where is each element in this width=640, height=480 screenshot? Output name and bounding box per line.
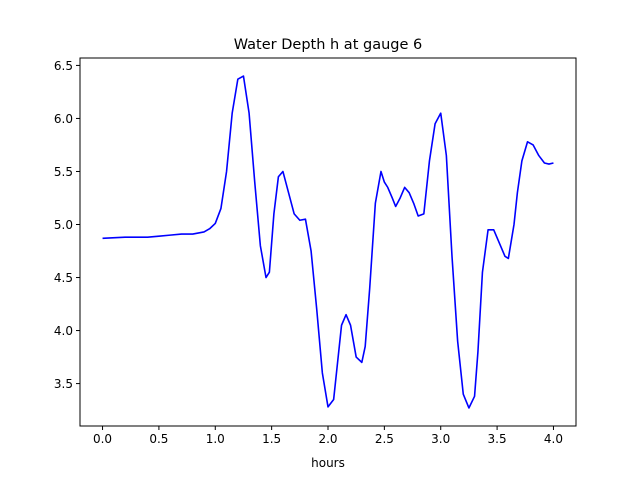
y-tick-label: 3.5 <box>54 377 73 391</box>
y-tick-label: 4.5 <box>54 271 73 285</box>
series-line-0 <box>102 75 554 409</box>
x-tick-label: 3.0 <box>431 432 450 446</box>
y-tick-label: 6.5 <box>54 59 73 73</box>
plot-area <box>102 75 554 409</box>
x-tick-label: 0.0 <box>93 432 112 446</box>
y-tick-label: 6.0 <box>54 112 73 126</box>
x-tick-label: 1.5 <box>262 432 281 446</box>
x-tick-label: 2.0 <box>318 432 337 446</box>
y-tick-label: 5.5 <box>54 165 73 179</box>
chart-title: Water Depth h at gauge 6 <box>234 37 422 53</box>
x-tick-label: 2.5 <box>375 432 394 446</box>
x-tick-label: 4.0 <box>544 432 563 446</box>
y-tick-label: 4.0 <box>54 324 73 338</box>
x-tick-label: 3.5 <box>488 432 507 446</box>
y-axis: 3.5 4.0 4.5 5.0 5.5 6.0 6.5 <box>54 59 80 391</box>
x-axis-label: hours <box>311 456 345 470</box>
x-tick-label: 1.0 <box>206 432 225 446</box>
y-tick-label: 5.0 <box>54 218 73 232</box>
x-axis: 0.0 0.5 1.0 1.5 2.0 2.5 3.0 3.5 4.0 <box>93 426 563 446</box>
x-tick-label: 0.5 <box>149 432 168 446</box>
